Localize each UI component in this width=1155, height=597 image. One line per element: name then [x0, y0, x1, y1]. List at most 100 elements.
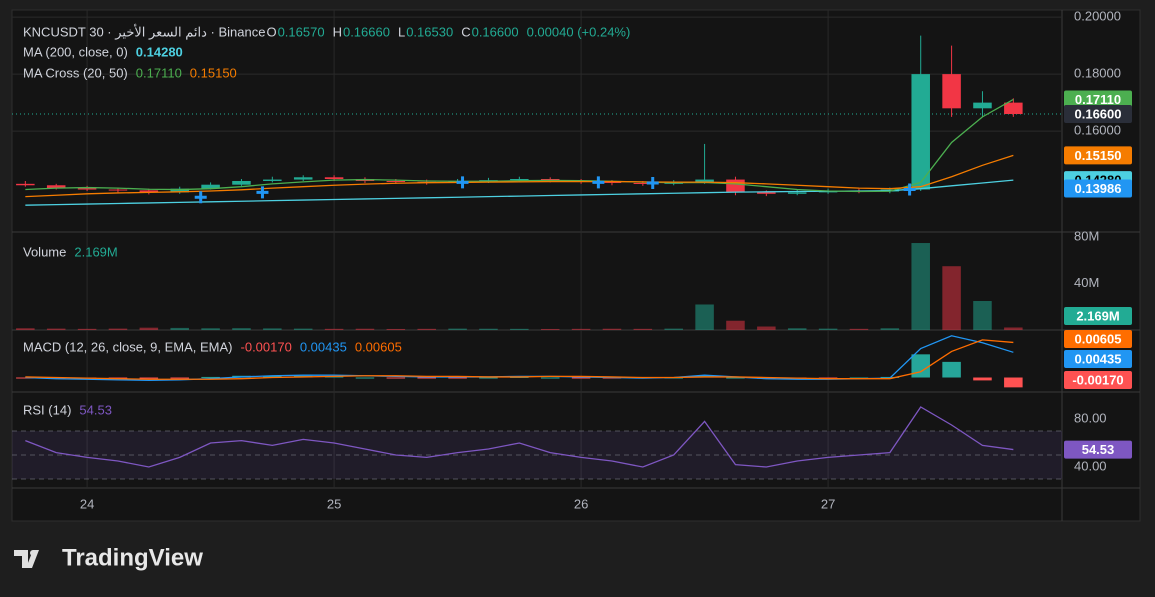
candle-body [510, 178, 529, 181]
logo: TradingView [14, 544, 203, 571]
axis-tag [1064, 440, 1132, 459]
macd-histogram-bar [1004, 377, 1023, 388]
volume-bar [77, 328, 97, 330]
cross-marker [592, 176, 605, 189]
x-tick-label: 24 [80, 496, 94, 511]
candle-body [695, 179, 714, 183]
volume-bar [695, 304, 714, 330]
axis-tag-label: 0.17110 [1075, 92, 1121, 107]
volume-bar [571, 328, 591, 330]
macd-histogram-bar [448, 377, 467, 379]
volume-bar [602, 328, 622, 330]
axis-tag [1064, 371, 1132, 389]
legend-text: 0.16530 [406, 24, 453, 39]
volume-bar [757, 326, 776, 330]
legend-text: 54.53 [79, 402, 112, 417]
legend-text: 0.00040 (+0.24%) [527, 24, 631, 39]
volume-bar [880, 328, 900, 330]
volume-bar [973, 301, 992, 330]
axis-tag-label: 0.16600 [1075, 106, 1122, 121]
axis-tag [1064, 179, 1132, 198]
legend-text: 0.17110 [136, 65, 182, 80]
ma-line [25, 154, 1014, 198]
legend-text: RSI (14) [23, 402, 71, 417]
candle-body [16, 183, 35, 186]
volume-bar [170, 327, 189, 330]
axis-tag-label: 0.00605 [1075, 331, 1122, 346]
volume-bar [633, 328, 653, 330]
legend-text: 0.00605 [355, 339, 402, 354]
legend-text: 0.16600 [472, 24, 519, 39]
cross-marker [646, 176, 659, 189]
volume-bar [139, 327, 159, 330]
axis-tag [1064, 105, 1132, 124]
volume-bar [417, 328, 436, 330]
macd-histogram-bar [139, 377, 159, 379]
candle-body [602, 181, 622, 183]
legend-text: 0.15150 [190, 65, 237, 80]
macd-histogram-bar [355, 377, 375, 379]
ma-line [25, 98, 1014, 193]
volume-bar [479, 328, 498, 330]
macd-histogram-bar [911, 354, 930, 378]
candle-body [139, 190, 159, 193]
axis-tag-label: 54.53 [1082, 442, 1115, 457]
y-tick-label: 0.20000 [1074, 9, 1121, 24]
volume-bar [1004, 327, 1023, 330]
macd-histogram-bar [849, 377, 869, 379]
macd-histogram-bar [973, 377, 992, 381]
macd-histogram-bar [942, 361, 961, 378]
x-tick-label: 27 [821, 496, 835, 511]
macd-histogram-bar [571, 377, 591, 379]
brand: TradingView [62, 544, 203, 571]
volume-bar [232, 328, 251, 330]
candle-body [201, 184, 220, 189]
volume-bar [664, 328, 683, 330]
legend-text: 0.00435 [300, 339, 347, 354]
candle-body [232, 180, 251, 185]
cross-marker [194, 191, 207, 204]
legend-text: H [333, 24, 342, 39]
volume-bar [386, 328, 406, 330]
legend-text: -0.00170 [241, 339, 292, 354]
volume-bar [726, 320, 745, 330]
volume-bar [911, 243, 930, 330]
axis-tag-label: 0.00435 [1075, 351, 1122, 366]
candle-body [633, 182, 653, 184]
candle-body [973, 102, 992, 109]
macd-histogram-bar [726, 377, 745, 379]
axis-tag [1064, 330, 1132, 348]
candle-body [170, 188, 189, 193]
x-tick-label: 25 [327, 496, 341, 511]
candle-body [46, 185, 66, 189]
volume-bar [293, 328, 313, 330]
candle-body [293, 177, 313, 180]
legend-text: MACD (12, 26, close, 9, EMA, EMA) [23, 339, 233, 354]
volume-bar [263, 328, 282, 330]
legend-text: C [461, 24, 470, 39]
volume-bar [510, 328, 529, 330]
candle-body [911, 74, 930, 190]
axis-tag-label: 2.169M [1076, 308, 1119, 323]
volume-bar [849, 328, 869, 330]
legend-text: 0.16660 [343, 24, 390, 39]
y-tick-label: 0.18000 [1074, 66, 1121, 81]
y-tick-label: 40.00 [1074, 458, 1107, 473]
axis-tag-label: 0.13986 [1075, 181, 1122, 196]
macd-histogram-bar [417, 377, 436, 379]
legend-text: KNCUSDT 30 · دائم السعر الأخير · Binance [23, 23, 265, 40]
legend-text: 0.16570 [278, 24, 325, 39]
candle-body [942, 74, 961, 109]
y-tick-label: 40M [1074, 275, 1099, 290]
x-tick-label: 26 [574, 496, 588, 511]
cross-marker [903, 183, 916, 196]
legend-text: Volume [23, 244, 66, 259]
volume-bar [942, 266, 961, 330]
y-tick-label: 0.16000 [1074, 123, 1121, 138]
cross-marker [456, 176, 469, 189]
candle-body [77, 188, 97, 190]
legend-text: 2.169M [74, 244, 117, 259]
candle-body [1004, 102, 1023, 115]
candle-body [726, 179, 745, 193]
